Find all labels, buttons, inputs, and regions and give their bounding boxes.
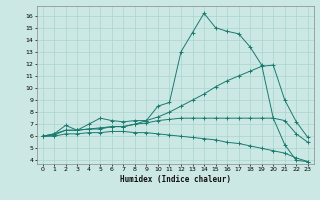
X-axis label: Humidex (Indice chaleur): Humidex (Indice chaleur): [120, 175, 231, 184]
